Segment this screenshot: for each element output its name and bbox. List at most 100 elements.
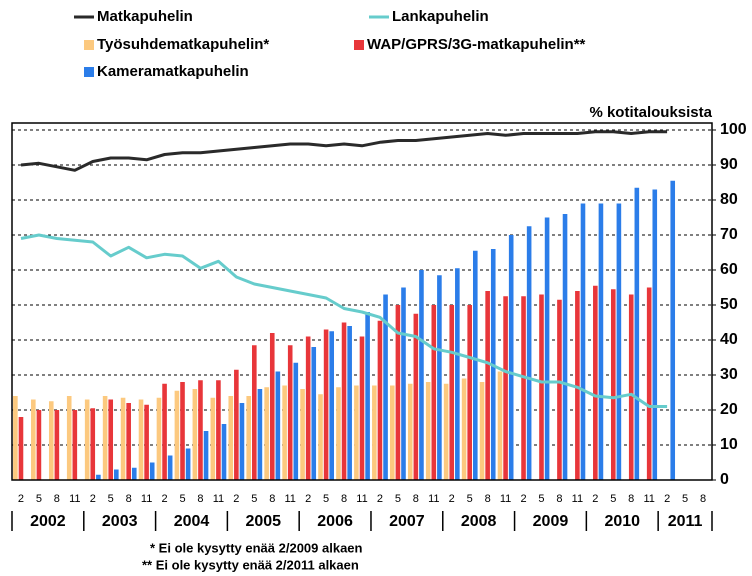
legend-swatch [84, 40, 94, 50]
x-tick-label: 8 [556, 493, 562, 505]
y-tick-label: 100 [720, 121, 747, 138]
year-label: 2009 [533, 513, 569, 530]
bar [670, 180, 676, 480]
y-tick-label: 50 [720, 296, 738, 313]
x-tick-label: 5 [323, 493, 329, 505]
y-tick-label: 60 [720, 261, 738, 278]
bar [31, 399, 36, 480]
bar [401, 287, 406, 480]
x-tick-label: 2 [305, 493, 311, 505]
x-tick-label: 2 [664, 493, 670, 505]
bar [616, 203, 622, 480]
footnote: * Ei ole kysytty enää 2/2009 alkaen [150, 540, 363, 555]
bar [72, 410, 78, 480]
bar [246, 396, 252, 480]
bar [311, 347, 317, 480]
bar [341, 322, 347, 480]
bar [467, 305, 472, 480]
bar [66, 396, 72, 480]
line [20, 130, 668, 172]
y-tick-label: 20 [720, 401, 738, 418]
legend-label: Kameramatkapuhelin [97, 63, 249, 80]
bar [539, 294, 544, 480]
bar [329, 331, 335, 480]
bar [239, 403, 245, 480]
bar [167, 455, 173, 480]
bar [628, 294, 634, 480]
bar [96, 474, 101, 480]
bar [252, 345, 257, 480]
y-tick-label: 0 [720, 471, 729, 488]
plot-frame [11, 122, 713, 481]
x-tick-label: 2 [377, 493, 383, 505]
year-label: 2011 [668, 513, 703, 530]
bar [472, 250, 478, 480]
bar [305, 336, 311, 480]
bar [598, 203, 604, 480]
legend-label: Työsuhdematkapuhelin* [97, 36, 269, 53]
legend-label: Matkapuhelin [97, 8, 193, 25]
bar [54, 410, 60, 480]
bar [354, 385, 359, 480]
y-tick-label: 40 [720, 331, 738, 348]
bar [221, 424, 227, 480]
bar [198, 380, 203, 480]
y-tick-label: 10 [720, 436, 738, 453]
bar [126, 403, 131, 480]
bar [575, 291, 580, 480]
bar [210, 397, 216, 480]
bar [580, 203, 586, 480]
x-tick-label: 8 [413, 493, 419, 505]
x-tick-label: 8 [54, 493, 60, 505]
bar [526, 226, 532, 480]
legend-label: Lankapuhelin [392, 8, 489, 25]
y-axis-label: % kotitalouksista [589, 104, 712, 121]
x-tick-label: 5 [251, 493, 257, 505]
bar [449, 305, 455, 480]
bar [395, 305, 401, 480]
bar [652, 189, 658, 480]
bar [13, 396, 18, 480]
bar [48, 401, 54, 480]
x-tick-label: 5 [36, 493, 42, 505]
bar [114, 469, 119, 480]
bar [455, 268, 460, 480]
bar [557, 299, 562, 480]
x-tick-label: 5 [538, 493, 544, 505]
bar [102, 396, 108, 480]
x-tick-label: 2 [233, 493, 239, 505]
year-label: 2007 [389, 513, 425, 530]
bar [216, 380, 221, 480]
bar [264, 387, 269, 480]
bar [282, 385, 287, 480]
year-label: 2003 [102, 513, 138, 530]
bar [287, 345, 293, 480]
bar [485, 291, 490, 480]
bar [203, 431, 209, 480]
bar [419, 270, 424, 480]
x-tick-label: 5 [395, 493, 401, 505]
bar [174, 390, 180, 480]
x-tick-label: 2 [18, 493, 24, 505]
x-tick-label: 8 [269, 493, 275, 505]
bar [149, 462, 155, 480]
x-tick-label: 5 [610, 493, 616, 505]
footnote: ** Ei ole kysytty enää 2/2011 alkaen [142, 557, 359, 572]
bar [275, 371, 281, 480]
bar [300, 389, 305, 480]
bar [431, 305, 437, 480]
bar [180, 382, 185, 480]
x-tick-label: 2 [449, 493, 455, 505]
x-tick-label: 2 [90, 493, 96, 505]
bar [18, 417, 24, 480]
x-tick-label: 8 [485, 493, 491, 505]
bar [90, 408, 96, 480]
bar [389, 385, 395, 480]
bar [359, 336, 365, 480]
bar [36, 410, 42, 480]
legend-label: WAP/GPRS/3G-matkapuhelin** [367, 36, 586, 53]
x-tick-label: 11 [284, 493, 295, 505]
bar [144, 404, 149, 480]
year-label: 2010 [604, 513, 640, 530]
